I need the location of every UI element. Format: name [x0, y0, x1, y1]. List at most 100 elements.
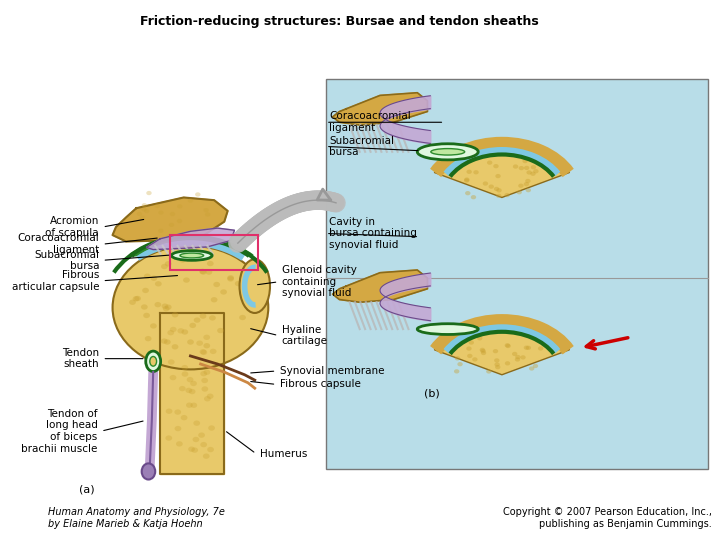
Circle shape — [177, 219, 182, 223]
Circle shape — [207, 447, 214, 452]
Text: Humerus: Humerus — [259, 449, 307, 459]
Circle shape — [189, 389, 196, 394]
Circle shape — [166, 409, 173, 414]
Text: Synovial membrane: Synovial membrane — [280, 366, 384, 376]
Polygon shape — [160, 313, 225, 474]
Polygon shape — [333, 270, 428, 302]
Circle shape — [146, 191, 152, 195]
Circle shape — [487, 160, 492, 165]
Wedge shape — [434, 138, 570, 198]
Circle shape — [217, 328, 224, 333]
Circle shape — [177, 328, 184, 334]
Circle shape — [526, 188, 531, 192]
Circle shape — [467, 347, 472, 350]
Circle shape — [471, 195, 476, 199]
Circle shape — [204, 369, 210, 375]
Circle shape — [244, 295, 251, 301]
Circle shape — [176, 441, 183, 447]
Circle shape — [198, 433, 205, 438]
Circle shape — [181, 365, 188, 370]
Polygon shape — [333, 93, 428, 125]
Circle shape — [206, 269, 212, 275]
Circle shape — [158, 211, 163, 215]
Text: Glenoid cavity
containing
synovial fluid: Glenoid cavity containing synovial fluid — [282, 265, 356, 299]
Circle shape — [239, 315, 246, 320]
Polygon shape — [112, 198, 228, 241]
Circle shape — [200, 442, 207, 447]
Circle shape — [480, 348, 485, 352]
Circle shape — [188, 199, 193, 202]
Circle shape — [202, 386, 208, 391]
Circle shape — [464, 178, 469, 183]
Circle shape — [199, 313, 207, 319]
Circle shape — [164, 339, 171, 345]
Circle shape — [143, 313, 150, 318]
Circle shape — [208, 426, 215, 431]
Circle shape — [197, 341, 203, 346]
Circle shape — [171, 312, 179, 318]
Circle shape — [179, 386, 186, 391]
Circle shape — [166, 435, 172, 441]
Text: Fibrous capsule: Fibrous capsule — [280, 380, 361, 389]
Circle shape — [200, 269, 207, 275]
Circle shape — [171, 344, 179, 349]
Circle shape — [145, 336, 151, 341]
Circle shape — [457, 362, 463, 366]
Circle shape — [155, 281, 162, 287]
Circle shape — [170, 212, 175, 216]
Circle shape — [189, 323, 196, 328]
Circle shape — [192, 232, 197, 236]
Circle shape — [523, 182, 529, 186]
Circle shape — [505, 361, 510, 366]
Circle shape — [228, 275, 234, 280]
Circle shape — [167, 330, 174, 335]
Circle shape — [158, 228, 163, 233]
Circle shape — [531, 165, 536, 170]
Text: Copyright © 2007 Pearson Education, Inc.,
publishing as Benjamin Cummings.: Copyright © 2007 Pearson Education, Inc.… — [503, 508, 712, 529]
FancyBboxPatch shape — [326, 79, 708, 469]
Text: (a): (a) — [78, 485, 94, 495]
Circle shape — [150, 275, 157, 281]
Circle shape — [455, 356, 460, 361]
Circle shape — [489, 185, 494, 189]
Circle shape — [203, 343, 210, 348]
Circle shape — [464, 178, 469, 182]
Circle shape — [523, 159, 528, 163]
Circle shape — [186, 388, 192, 393]
Circle shape — [207, 261, 214, 266]
Circle shape — [513, 164, 518, 168]
Circle shape — [220, 289, 227, 295]
Circle shape — [194, 318, 200, 323]
Circle shape — [211, 297, 217, 302]
Circle shape — [505, 193, 510, 197]
Ellipse shape — [418, 144, 478, 160]
Circle shape — [161, 303, 168, 309]
Circle shape — [516, 355, 521, 359]
Circle shape — [461, 159, 466, 163]
Circle shape — [494, 358, 500, 362]
Circle shape — [132, 296, 140, 301]
Circle shape — [190, 381, 197, 386]
Text: Subacromial
bursa: Subacromial bursa — [34, 249, 99, 271]
Circle shape — [141, 305, 148, 309]
Circle shape — [202, 378, 208, 383]
Text: Human Anatomy and Physiology, 7e
by Elaine Marieb & Katja Hoehn: Human Anatomy and Physiology, 7e by Elai… — [48, 508, 225, 529]
Polygon shape — [146, 228, 235, 249]
Circle shape — [530, 172, 536, 176]
Circle shape — [170, 375, 176, 380]
Circle shape — [170, 327, 176, 332]
Circle shape — [467, 170, 472, 174]
Circle shape — [178, 234, 183, 239]
Circle shape — [496, 194, 501, 198]
Circle shape — [521, 355, 526, 360]
Circle shape — [168, 359, 175, 364]
Circle shape — [482, 181, 488, 186]
Circle shape — [494, 187, 499, 191]
Text: Friction-reducing structures: Bursae and tendon sheaths: Friction-reducing structures: Bursae and… — [140, 15, 539, 28]
Circle shape — [495, 362, 500, 367]
Circle shape — [533, 364, 538, 368]
Circle shape — [177, 204, 182, 208]
Circle shape — [144, 209, 150, 213]
Circle shape — [210, 349, 217, 354]
Circle shape — [199, 269, 206, 274]
